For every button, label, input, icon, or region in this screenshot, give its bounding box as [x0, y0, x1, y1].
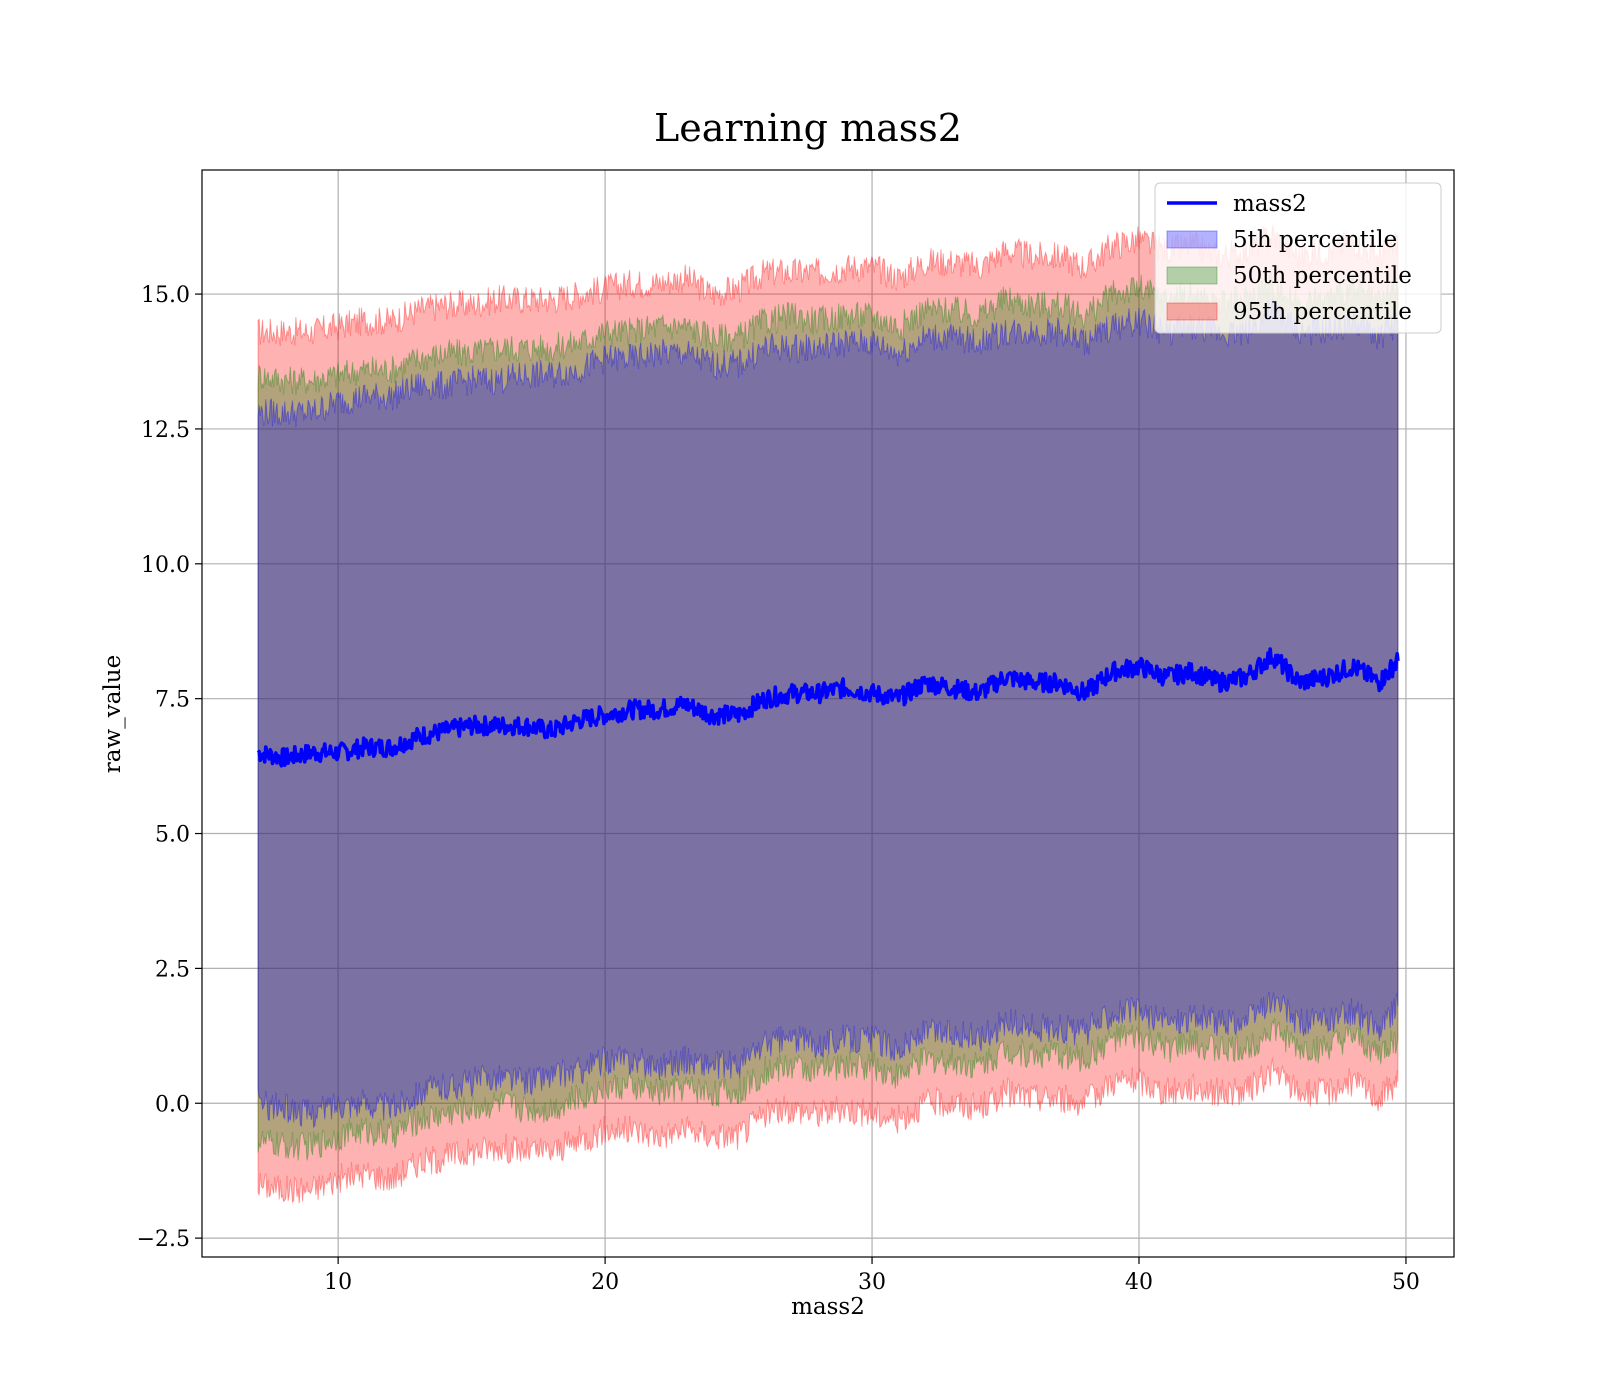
- x-tick-label: 30: [858, 1270, 886, 1295]
- x-tick-label: 40: [1125, 1270, 1153, 1295]
- x-axis-label: mass2: [791, 1294, 865, 1320]
- band-50th-percentile: [257, 270, 1399, 1161]
- x-axis-ticks: 10 20 30 40 50: [324, 1257, 1420, 1295]
- x-tick-label: 10: [324, 1270, 352, 1295]
- y-axis-ticks: −2.5 0.0 2.5 5.0 7.5 10.0 12.5 15.0: [137, 283, 202, 1252]
- legend-swatch-patch: [1166, 266, 1218, 285]
- plot-frame: [201, 169, 1455, 1258]
- legend: mass2 5th percentile 50th percentile 95th p…: [1154, 182, 1442, 334]
- percentile-bands: [257, 224, 1399, 1204]
- band-95th-percentile: [257, 224, 1399, 1204]
- y-tick-label: 2.5: [155, 957, 190, 982]
- y-tick-label: 5.0: [155, 823, 190, 848]
- band-5th-percentile: [257, 297, 1399, 1129]
- y-tick-label: 12.5: [141, 418, 190, 443]
- y-tick-label: 15.0: [141, 283, 190, 308]
- y-axis-label: raw_value: [100, 655, 126, 773]
- x-tick-label: 20: [591, 1270, 619, 1295]
- x-tick-label: 50: [1392, 1270, 1420, 1295]
- legend-label: 50th percentile: [1233, 263, 1412, 289]
- y-tick-label: 0.0: [155, 1092, 190, 1117]
- legend-box: [1154, 182, 1442, 334]
- series-line-mass2: [256, 647, 1400, 768]
- y-tick-label: 10.0: [141, 553, 190, 578]
- y-tick-label: 7.5: [155, 688, 190, 713]
- legend-label: 95th percentile: [1233, 299, 1412, 325]
- y-tick-label: −2.5: [137, 1227, 190, 1252]
- legend-label: mass2: [1233, 191, 1307, 217]
- chart-title: Learning mass2: [654, 106, 962, 150]
- legend-swatch-patch: [1166, 302, 1218, 321]
- legend-swatch-patch: [1166, 230, 1218, 249]
- legend-label: 5th percentile: [1233, 227, 1397, 253]
- mass2-line-layer: [256, 647, 1400, 768]
